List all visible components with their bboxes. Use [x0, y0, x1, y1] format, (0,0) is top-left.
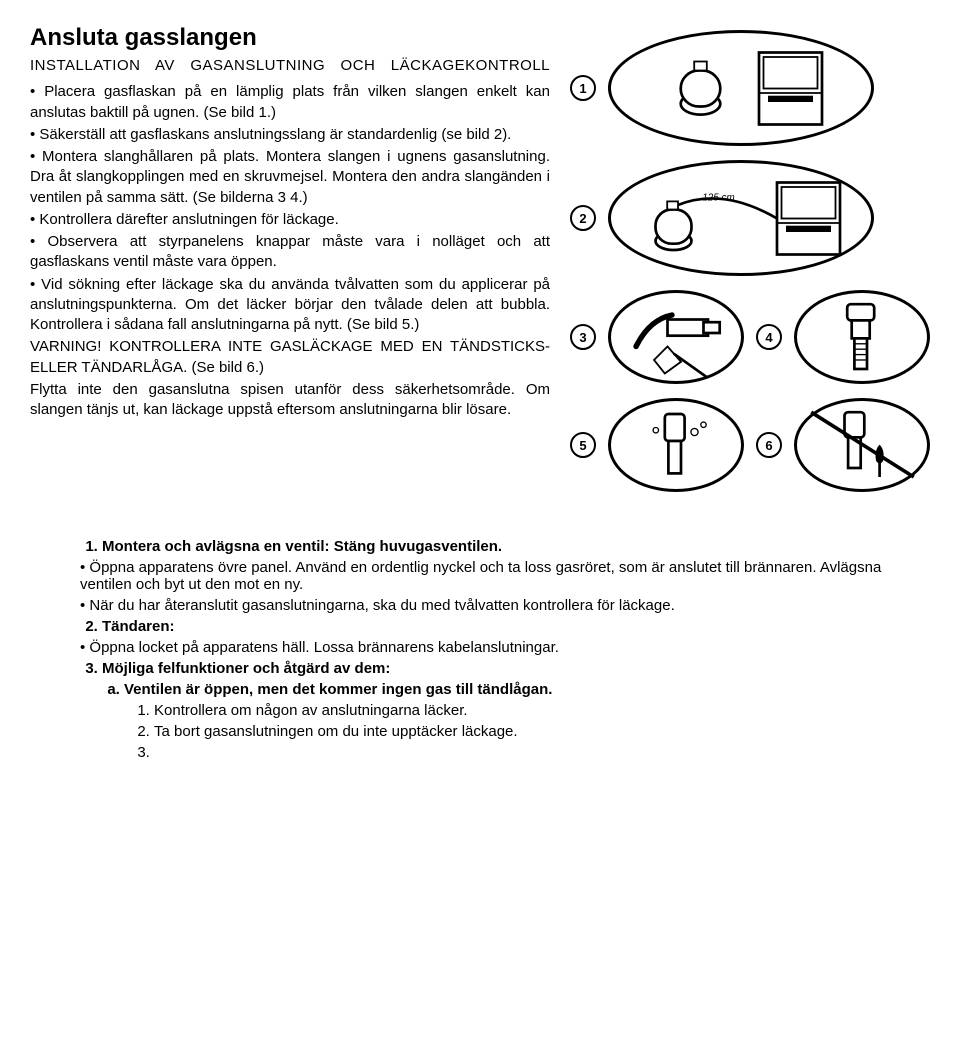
fig-label-2: 2 — [570, 205, 596, 231]
step-1-bullet-1: Öppna apparatens övre panel. Använd en o… — [80, 559, 930, 593]
fig-label-4: 4 — [756, 324, 782, 350]
step-1-title: Montera och avlägsna en ventil: Stäng hu… — [102, 538, 502, 555]
tail-text: Flytta inte den gasanslutna spisen utanf… — [30, 380, 550, 421]
figures-column: 1 2 — [570, 24, 930, 492]
fig-6 — [794, 398, 930, 492]
lower-section: Montera och avlägsna en ventil: Stäng hu… — [30, 538, 930, 761]
warning-text: VARNING! KONTROLLERA INTE GASLÄCKAGE MED… — [30, 337, 550, 378]
step-3-title: Möjliga felfunktioner och åtgärd av dem: — [102, 660, 390, 677]
bullet-2: Säkerställ att gasflaskans anslutningssl… — [30, 125, 550, 145]
bullet-4: Kontrollera därefter anslutningen för lä… — [30, 210, 550, 230]
step-3a-2: Ta bort gasanslutningen om du inte upptä… — [154, 723, 518, 740]
fig-label-5: 5 — [570, 432, 596, 458]
page-title: Ansluta gasslangen — [30, 24, 550, 52]
step-3a-1: Kontrollera om någon av anslutningarna l… — [154, 702, 468, 719]
step-2-bullet-1: Öppna locket på apparatens häll. Lossa b… — [80, 639, 930, 656]
fig-3 — [608, 290, 744, 384]
bullet-1: Placera gasflaskan på en lämplig plats f… — [30, 82, 550, 123]
fig-5 — [608, 398, 744, 492]
fig-1 — [608, 30, 874, 146]
step-1-bullet-2: När du har återanslutit gasanslutningarn… — [80, 597, 930, 614]
subtitle: INSTALLATION AV GASANSLUTNING OCH LÄCKAG… — [30, 56, 550, 76]
bullet-5: Observera att styrpanelens knappar måste… — [30, 232, 550, 273]
fig-label-1: 1 — [570, 75, 596, 101]
bullet-3: Montera slanghållaren på plats. Montera … — [30, 147, 550, 208]
fig-label-6: 6 — [756, 432, 782, 458]
fig-2: 125 cm — [608, 160, 874, 276]
fig-2-text: 125 cm — [702, 192, 734, 203]
step-2-title: Tändaren: — [102, 618, 175, 635]
fig-4 — [794, 290, 930, 384]
bullet-6: Vid sökning efter läckage ska du använda… — [30, 275, 550, 336]
fig-label-3: 3 — [570, 324, 596, 350]
step-3a-title: Ventilen är öppen, men det kommer ingen … — [124, 681, 552, 698]
